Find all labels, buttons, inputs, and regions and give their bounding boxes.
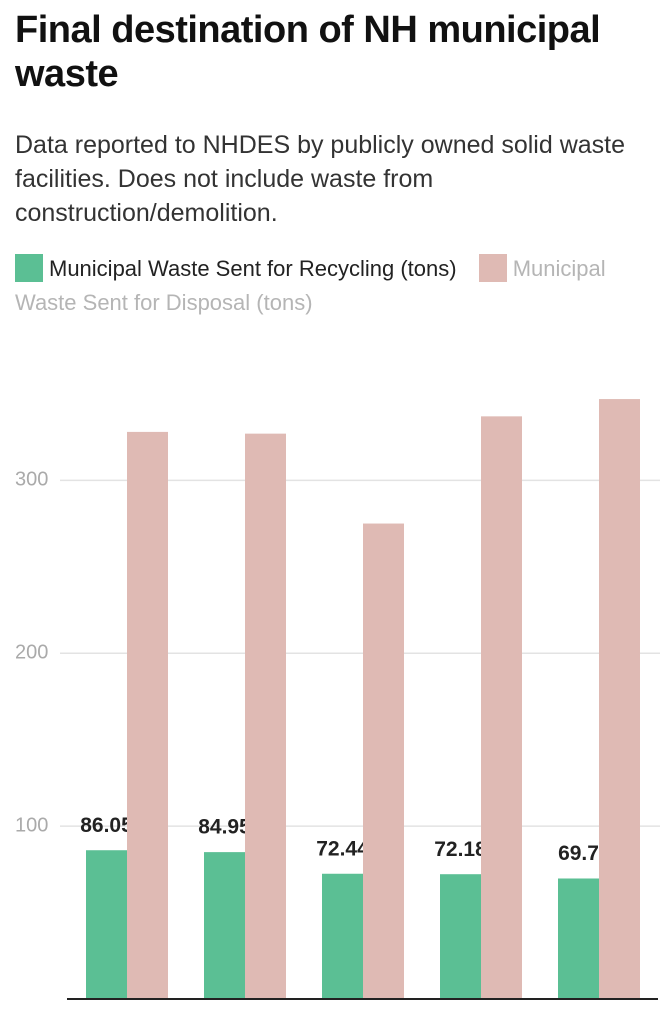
legend-swatch xyxy=(478,254,507,282)
bar xyxy=(127,431,168,999)
bar xyxy=(481,416,522,999)
y-tick-label: 100 xyxy=(15,814,48,836)
legend: Municipal Waste Sent for Recycling (tons… xyxy=(15,252,660,320)
legend-swatch xyxy=(15,254,43,282)
data-label: 72.44 xyxy=(316,837,369,860)
legend-label: Municipal Waste Sent for Recycling (tons… xyxy=(49,256,457,281)
data-label: 69.7 xyxy=(558,842,599,865)
bar xyxy=(558,878,599,999)
legend-label: Municipal Waste Sent for Disposal (tons) xyxy=(15,256,606,315)
data-label: 84.95 xyxy=(198,816,251,839)
legend-item: Municipal Waste Sent for Recycling (tons… xyxy=(15,254,457,282)
bar xyxy=(599,399,640,999)
bar xyxy=(245,433,286,999)
bar xyxy=(86,850,127,999)
bar xyxy=(322,873,363,999)
y-tick-label: 200 xyxy=(15,641,48,663)
bar xyxy=(440,874,481,999)
data-label: 86.05 xyxy=(80,814,133,837)
chart: 100 200 300 86.05 84.95 72.44 72.18 69.7 xyxy=(15,399,660,1000)
y-tick-label: 300 xyxy=(15,469,48,491)
chart-title: Final destination of NH municipal waste xyxy=(15,9,601,95)
data-label: 72.18 xyxy=(434,838,487,861)
bar xyxy=(363,523,404,999)
bar xyxy=(204,852,245,999)
chart-subtitle: Data reported to NHDES by publicly owned… xyxy=(15,131,626,227)
legend-item: Municipal Waste Sent for Disposal (tons) xyxy=(15,254,606,315)
